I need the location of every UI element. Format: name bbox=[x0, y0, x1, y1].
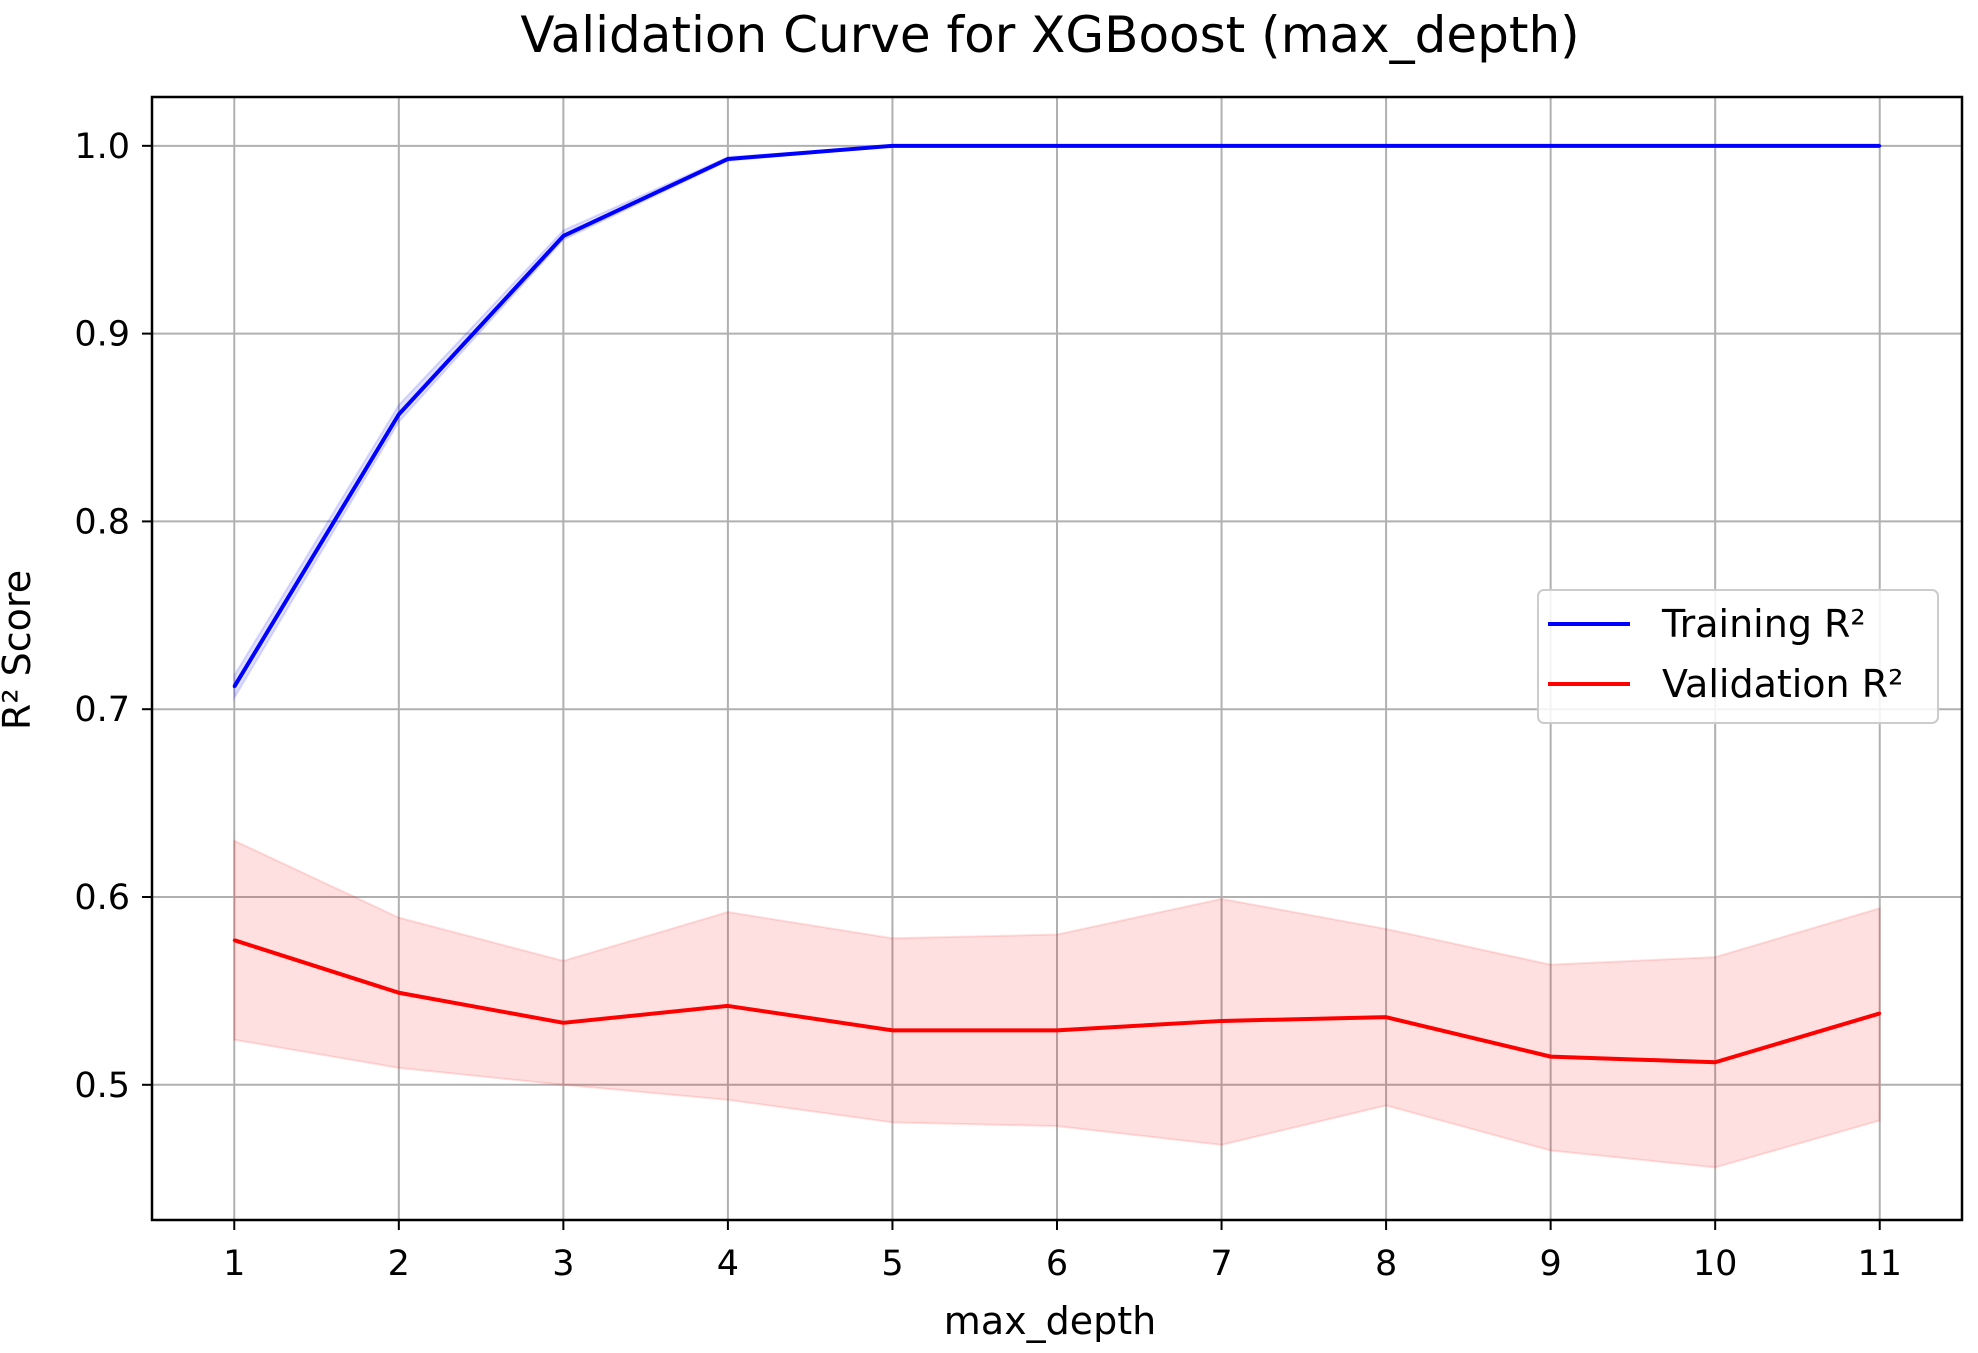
data-point-validation bbox=[1220, 1019, 1224, 1023]
data-point-training bbox=[1055, 144, 1059, 148]
legend-label-validation: Validation R² bbox=[1662, 662, 1903, 706]
data-point-validation bbox=[1713, 1060, 1717, 1064]
x-tick-label: 5 bbox=[881, 1244, 903, 1284]
y-tick-label: 0.9 bbox=[74, 315, 130, 355]
data-point-validation bbox=[397, 991, 401, 995]
data-point-validation bbox=[1549, 1055, 1553, 1059]
y-tick-label: 0.6 bbox=[74, 878, 130, 918]
data-point-training bbox=[1384, 144, 1388, 148]
x-tick-label: 7 bbox=[1210, 1244, 1232, 1284]
line-layer bbox=[232, 143, 1882, 1065]
data-point-training bbox=[1878, 144, 1882, 148]
chart-title: Validation Curve for XGBoost (max_depth) bbox=[520, 6, 1579, 64]
data-point-validation bbox=[1878, 1011, 1882, 1015]
tick-layer: 1 2 3 4 5 6 7 8 9 10 11 0.5 0.6 0.7 0.8 0.9 1.0 bbox=[74, 127, 1902, 1284]
x-tick-label: 8 bbox=[1375, 1244, 1397, 1284]
x-tick-label: 3 bbox=[552, 1244, 574, 1284]
y-tick-label: 0.5 bbox=[74, 1066, 130, 1106]
data-point-training bbox=[232, 685, 236, 689]
x-tick-label: 10 bbox=[1693, 1244, 1738, 1284]
y-tick-label: 0.7 bbox=[74, 690, 130, 730]
x-tick-label: 9 bbox=[1539, 1244, 1561, 1284]
y-axis-label: R² Score bbox=[0, 570, 39, 730]
data-point-validation bbox=[1055, 1028, 1059, 1032]
x-tick-label: 11 bbox=[1857, 1244, 1902, 1284]
data-point-validation bbox=[726, 1004, 730, 1008]
confidence-band-validation bbox=[233, 839, 1881, 1169]
data-point-validation bbox=[561, 1021, 565, 1025]
data-point-training bbox=[1220, 144, 1224, 148]
x-tick-label: 2 bbox=[388, 1244, 410, 1284]
data-point-validation bbox=[890, 1028, 894, 1032]
data-point-training bbox=[1549, 144, 1553, 148]
x-tick-label: 6 bbox=[1046, 1244, 1068, 1284]
data-point-validation bbox=[1384, 1015, 1388, 1019]
data-point-training bbox=[397, 412, 401, 416]
data-point-training bbox=[890, 144, 894, 148]
legend-label-training: Training R² bbox=[1661, 602, 1866, 646]
data-point-training bbox=[1713, 144, 1717, 148]
data-point-validation bbox=[232, 938, 236, 942]
y-tick-label: 1.0 bbox=[74, 127, 130, 167]
data-point-training bbox=[726, 157, 730, 161]
x-axis-label: max_depth bbox=[944, 1299, 1156, 1343]
x-tick-label: 1 bbox=[223, 1244, 245, 1284]
y-tick-label: 0.8 bbox=[74, 502, 130, 542]
legend-box bbox=[1537, 589, 1939, 724]
legend: Training R² Validation R² bbox=[1537, 589, 1939, 724]
data-point-training bbox=[561, 234, 565, 238]
x-tick-label: 4 bbox=[717, 1244, 739, 1284]
